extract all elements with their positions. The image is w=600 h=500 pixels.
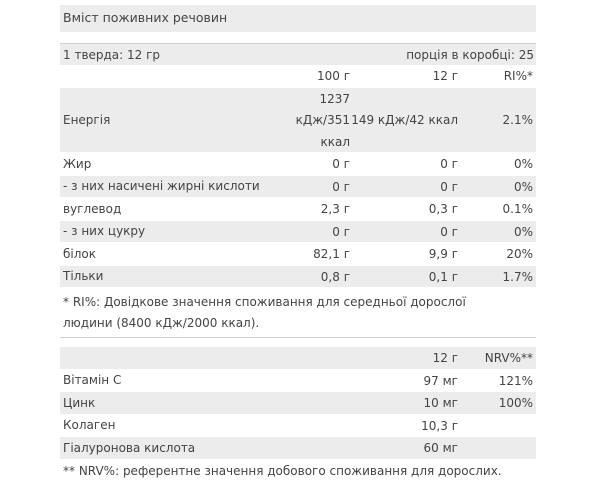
row-label: вуглевод xyxy=(63,201,122,216)
row-label: Енергія xyxy=(63,112,111,127)
cell: 0 г xyxy=(332,179,350,194)
cell: 2.1% xyxy=(502,113,534,127)
serving-size: 1 тверда: 12 гр xyxy=(63,48,161,62)
serving-bar xyxy=(60,44,536,65)
cell: 10 мг xyxy=(423,396,458,410)
row-label: Гіалуронова кислота xyxy=(63,440,196,455)
column-header: 12 г xyxy=(432,69,458,83)
cell: 82,1 г xyxy=(313,247,350,261)
row-bg xyxy=(60,220,536,242)
cell: 0 г xyxy=(332,224,350,239)
cell: 0% xyxy=(513,157,533,171)
cell: 0,1 г xyxy=(428,269,458,284)
cell-line: 1237 xyxy=(319,91,350,106)
title-bar xyxy=(60,5,536,32)
cell: 0% xyxy=(513,179,533,194)
row-bg xyxy=(60,347,536,369)
cell: 9,9 г xyxy=(428,247,458,261)
column-header: NRV%** xyxy=(484,351,533,365)
cell: 0% xyxy=(513,224,533,239)
rule xyxy=(60,337,536,338)
row-bg xyxy=(60,87,536,152)
row-label: білок xyxy=(63,246,96,261)
row-label: Жир xyxy=(63,156,92,171)
row-bg xyxy=(60,175,536,197)
row-label: - з них цукру xyxy=(63,224,146,239)
column-header: RI%* xyxy=(503,69,533,83)
cell-line: кДж/351 xyxy=(295,113,350,127)
cell: 60 мг xyxy=(423,441,458,455)
row-label: - з них насичені жирні кислоти xyxy=(63,179,260,194)
cell: 97 мг xyxy=(423,373,458,388)
cell: 0 г xyxy=(332,157,350,171)
cell: 2,3 г xyxy=(320,202,350,216)
row-label: Колаген xyxy=(63,418,116,433)
row-label: Вітамін С xyxy=(63,373,122,388)
row-bg xyxy=(60,265,536,287)
cell: 10,3 г xyxy=(421,418,458,433)
row-bg xyxy=(60,437,536,459)
cell: 20% xyxy=(506,247,533,261)
serving-per-box: порція в коробці: 25 xyxy=(406,48,534,62)
cell: 100% xyxy=(498,396,533,410)
cell: 0,3 г xyxy=(428,202,458,216)
rule xyxy=(60,43,536,44)
column-header: 12 г xyxy=(432,351,458,365)
cell: 0 г xyxy=(440,179,458,194)
cell: 121% xyxy=(498,373,533,388)
cell: 0,8 г xyxy=(320,269,350,284)
cell: 1.7% xyxy=(502,269,534,284)
row-label: Тільки xyxy=(63,269,104,284)
footnote: ** NRV%: референтне значення добового сп… xyxy=(63,463,502,478)
cell: 0 г xyxy=(440,157,458,171)
column-header: 100 г xyxy=(316,69,350,83)
footnote: * RI%: Довідкове значення споживання для… xyxy=(63,295,466,330)
cell: 0 г xyxy=(440,224,458,239)
title: Вміст поживних речовин xyxy=(63,10,228,25)
cell: 149 кДж/42 ккал xyxy=(351,113,458,127)
row-bg xyxy=(60,392,536,414)
row-label: Цинк xyxy=(63,395,96,410)
cell-line: ккал xyxy=(320,134,350,149)
cell: 0.1% xyxy=(502,202,534,216)
